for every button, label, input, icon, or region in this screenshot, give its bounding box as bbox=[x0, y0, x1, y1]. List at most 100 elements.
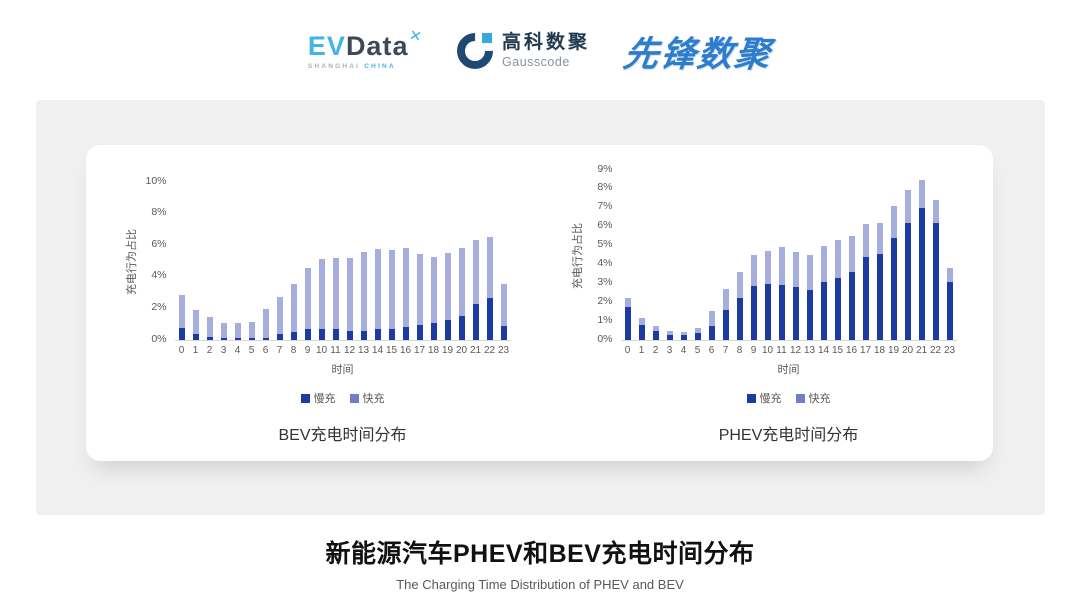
x-tick-label: 0 bbox=[624, 345, 631, 356]
stacked-bar-hour-3 bbox=[220, 322, 227, 340]
slow-segment bbox=[848, 272, 855, 340]
x-tick-label: 7 bbox=[722, 345, 729, 356]
fast-segment bbox=[178, 294, 185, 329]
stacked-bar-hour-0 bbox=[178, 294, 185, 340]
footer: 新能源汽车PHEV和BEV充电时间分布 The Charging Time Di… bbox=[0, 534, 1080, 592]
fast-segment bbox=[472, 239, 479, 304]
x-tick-label: 3 bbox=[666, 345, 673, 356]
stacked-bar-hour-11 bbox=[778, 247, 785, 340]
stacked-bar-hour-10 bbox=[318, 259, 325, 340]
slow-segment bbox=[862, 257, 869, 340]
slow-segment bbox=[234, 338, 241, 340]
fast-segment bbox=[666, 331, 673, 335]
bar-slot bbox=[315, 259, 329, 340]
bar-slot bbox=[915, 180, 929, 340]
x-tick-label: 5 bbox=[694, 345, 701, 356]
legend-item-fast: 快充 bbox=[795, 390, 831, 406]
fast-segment bbox=[220, 322, 227, 339]
fast-swatch-icon bbox=[795, 393, 805, 403]
stacked-bar-hour-5 bbox=[694, 327, 701, 340]
slow-swatch-icon bbox=[746, 393, 756, 403]
slow-segment bbox=[918, 207, 925, 340]
y-tick-label: 2% bbox=[597, 294, 613, 307]
legend-item-fast: 快充 bbox=[349, 390, 385, 406]
x-tick-label: 1 bbox=[192, 345, 199, 356]
stacked-bar-hour-17 bbox=[416, 253, 423, 340]
x-tick-label: 18 bbox=[427, 345, 440, 356]
fast-segment bbox=[708, 310, 715, 327]
fast-segment bbox=[652, 325, 659, 331]
slow-segment bbox=[318, 328, 325, 340]
slow-segment bbox=[444, 320, 451, 340]
slow-segment bbox=[820, 281, 827, 340]
stacked-bar-hour-15 bbox=[388, 249, 395, 340]
stacked-bar-hour-14 bbox=[820, 245, 827, 340]
slow-segment bbox=[248, 338, 255, 340]
fast-segment bbox=[848, 235, 855, 273]
bar-slot bbox=[469, 239, 483, 340]
bar-slot bbox=[189, 310, 203, 340]
bar-slot bbox=[761, 250, 775, 340]
y-tick-label: 3% bbox=[597, 275, 613, 288]
bar-slot bbox=[497, 283, 511, 340]
bar-slot bbox=[635, 318, 649, 340]
stacked-bar-hour-3 bbox=[666, 331, 673, 340]
slow-segment bbox=[666, 334, 673, 340]
slow-segment bbox=[722, 310, 729, 340]
slow-segment bbox=[192, 334, 199, 340]
bar-slot bbox=[175, 294, 189, 340]
x-tick-label: 8 bbox=[736, 345, 743, 356]
fast-segment bbox=[486, 237, 493, 299]
stacked-bar-hour-18 bbox=[430, 257, 437, 340]
fast-segment bbox=[374, 249, 381, 329]
slow-segment bbox=[876, 253, 883, 340]
stacked-bar-hour-23 bbox=[500, 283, 507, 340]
pioneer-logo: 先锋数聚 bbox=[620, 34, 775, 74]
stacked-bar-hour-8 bbox=[290, 283, 297, 340]
y-tick-label: 0% bbox=[151, 332, 167, 345]
fast-swatch-icon bbox=[349, 393, 359, 403]
fast-segment bbox=[388, 249, 395, 329]
fast-segment bbox=[234, 323, 241, 339]
x-tick-label: 10 bbox=[315, 345, 328, 356]
slow-segment bbox=[374, 328, 381, 340]
gausscode-square-dot bbox=[482, 32, 493, 43]
stacked-bar-hour-22 bbox=[932, 199, 939, 340]
x-tick-label: 7 bbox=[276, 345, 283, 356]
fast-segment bbox=[820, 245, 827, 282]
fast-segment bbox=[416, 253, 423, 325]
bar-slot bbox=[301, 268, 315, 340]
bar-slot bbox=[357, 252, 371, 340]
slow-segment bbox=[360, 330, 367, 340]
fast-segment bbox=[624, 298, 631, 307]
fast-segment bbox=[862, 224, 869, 258]
bev-chart-title: BEV充电时间分布 bbox=[278, 427, 407, 444]
bar-slot bbox=[831, 240, 845, 340]
gausscode-en-text: Gausscode bbox=[502, 54, 570, 69]
fast-segment bbox=[346, 257, 353, 331]
slow-segment bbox=[472, 303, 479, 340]
slow-segment bbox=[806, 290, 813, 340]
bar-slot bbox=[231, 323, 245, 340]
slow-segment bbox=[304, 328, 311, 340]
y-tick-label: 9% bbox=[597, 162, 613, 175]
phev-x-axis-title: 时间 bbox=[777, 364, 800, 376]
stacked-bar-hour-1 bbox=[638, 318, 645, 340]
slow-segment bbox=[946, 282, 953, 340]
stacked-bar-hour-2 bbox=[652, 325, 659, 340]
fast-segment bbox=[736, 272, 743, 298]
slow-segment bbox=[430, 323, 437, 340]
bar-slot bbox=[789, 252, 803, 340]
evdata-data-text: Data bbox=[345, 30, 409, 61]
slow-segment bbox=[486, 298, 493, 340]
evdata-china: CHINA bbox=[364, 62, 396, 70]
bars bbox=[620, 170, 957, 341]
slow-segment bbox=[262, 337, 269, 340]
y-tick-label: 8% bbox=[597, 181, 613, 194]
gausscode-ring-icon bbox=[449, 25, 501, 77]
header-logos: EV Data ✕ SHANGHAI CHINA 高科数聚 Gausscode … bbox=[0, 16, 1080, 86]
phev-chart-title: PHEV充电时间分布 bbox=[718, 427, 859, 444]
y-tick-label: 6% bbox=[151, 237, 167, 250]
x-tick-label: 3 bbox=[220, 345, 227, 356]
y-tick-label: 5% bbox=[597, 238, 613, 251]
